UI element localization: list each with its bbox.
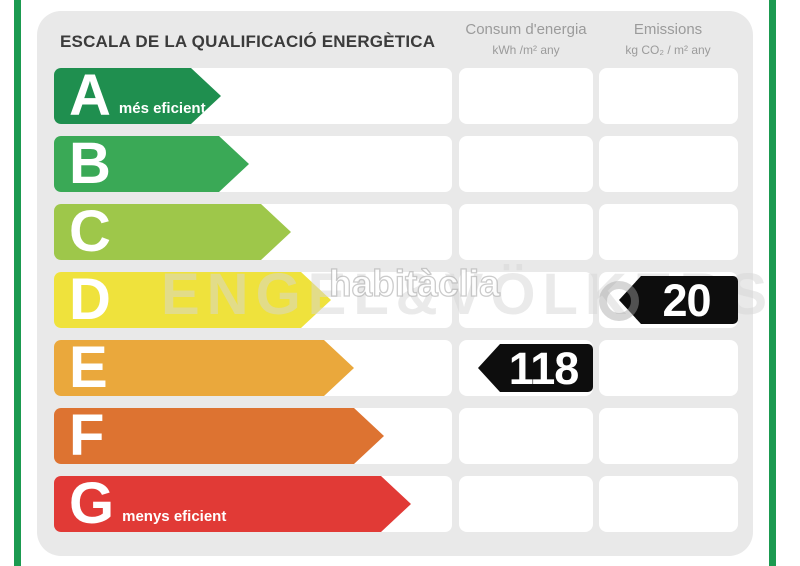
rating-letter-B: B <box>69 130 111 196</box>
watermark-ring-icon <box>599 281 639 321</box>
rating-letter-E: E <box>69 334 108 400</box>
rating-arrow-C: C <box>54 204 291 260</box>
emissions-header-unit: kg CO₂ / m² any <box>625 43 711 57</box>
emissions-cell-G <box>599 476 738 532</box>
rating-row-B: B <box>37 136 753 192</box>
consum-cell-G <box>459 476 593 532</box>
emissions-cell-E <box>599 340 738 396</box>
rating-sublabel: menys eficient <box>122 507 227 525</box>
rating-row-D: D <box>37 272 753 328</box>
rating-arrow-E: E <box>54 340 354 396</box>
consum-cell-D <box>459 272 593 328</box>
consum-value-arrow: 118 <box>478 344 593 392</box>
consum-header-unit: kWh /m² any <box>492 43 560 57</box>
consum-cell-C <box>459 204 593 260</box>
rating-sublabel: més eficient <box>118 99 206 117</box>
column-header-consum: Consum d'energia kWh /m² any <box>441 21 611 57</box>
consum-value: 118 <box>508 342 580 394</box>
rating-row-F: F <box>37 408 753 464</box>
rating-row-E: E <box>37 340 753 396</box>
consum-cell-B <box>459 136 593 192</box>
watermark-portal: habitàclia <box>328 262 500 304</box>
emissions-cell-A <box>599 68 738 124</box>
scale-title: ESCALA DE LA QUALIFICACIÓ ENERGÈTICA <box>60 32 436 51</box>
frame-stripe-left <box>14 0 21 566</box>
consum-cell-F <box>459 408 593 464</box>
rating-arrow-F: F <box>54 408 384 464</box>
rating-arrow-B: B <box>54 136 249 192</box>
emissions-cell-C <box>599 204 738 260</box>
emissions-value-arrow: 20 <box>619 276 738 324</box>
emissions-cell-B <box>599 136 738 192</box>
consum-cell-A <box>459 68 593 124</box>
rating-letter-D: D <box>69 266 111 332</box>
rating-letter-A: A <box>69 62 111 128</box>
rating-letter-C: C <box>69 198 111 264</box>
certificate-panel: ESCALA DE LA QUALIFICACIÓ ENERGÈTICA Con… <box>37 11 767 556</box>
rating-letter-F: F <box>69 402 105 468</box>
consum-header-label: Consum d'energia <box>465 21 587 38</box>
emissions-header-label: Emissions <box>633 21 703 38</box>
rating-row-C: C <box>37 204 753 260</box>
emissions-value: 20 <box>662 274 711 326</box>
frame-stripe-right <box>769 0 776 566</box>
emissions-cell-F <box>599 408 738 464</box>
rating-arrow-D: D <box>54 272 331 328</box>
column-header-emissions: Emissions kg CO₂ / m² any <box>583 21 753 57</box>
rating-letter-G: G <box>69 470 115 536</box>
